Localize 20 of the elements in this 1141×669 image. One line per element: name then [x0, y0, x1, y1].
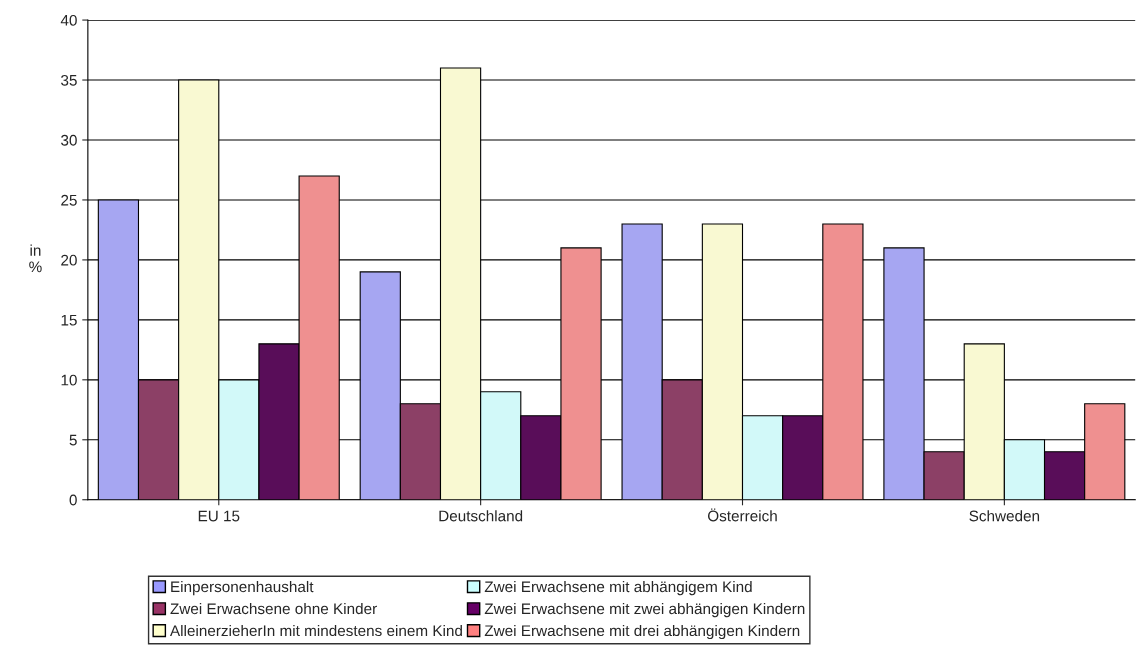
y-axis-title: in % [29, 244, 42, 273]
legend-label: Zwei Erwachsene mit drei abhängigen Kindern [484, 624, 800, 640]
y-tick-label: 40 [60, 14, 77, 26]
y-tick-label: 30 [61, 134, 77, 146]
legend-label: AlleinerzieherIn mit mindestens einem Kind [169, 624, 462, 637]
y-tick-label: 0 [69, 494, 77, 506]
legend-label: Zwei Erwachsene ohne Kinder [170, 602, 377, 615]
y-tick-label: 10 [61, 374, 77, 386]
legend-label: Zwei Erwachsene mit zwei abhängigen Kindern [484, 602, 805, 618]
y-tick-label: 20 [61, 254, 77, 266]
x-tick-label: Schweden [969, 510, 1040, 522]
y-tick-label: 35 [61, 74, 77, 86]
x-tick-label: Österreich [708, 508, 777, 522]
y-tick-label: 5 [69, 434, 77, 446]
x-tick-label: Deutschland [439, 510, 523, 522]
legend-label: Einpersonenhaushalt [171, 580, 314, 596]
y-tick-label: 15 [61, 314, 77, 326]
x-tick-label: EU 15 [198, 510, 240, 522]
legend-label: Zwei Erwachsene mit abhängigem Kind [484, 580, 752, 596]
y-tick-label: 25 [61, 194, 77, 206]
